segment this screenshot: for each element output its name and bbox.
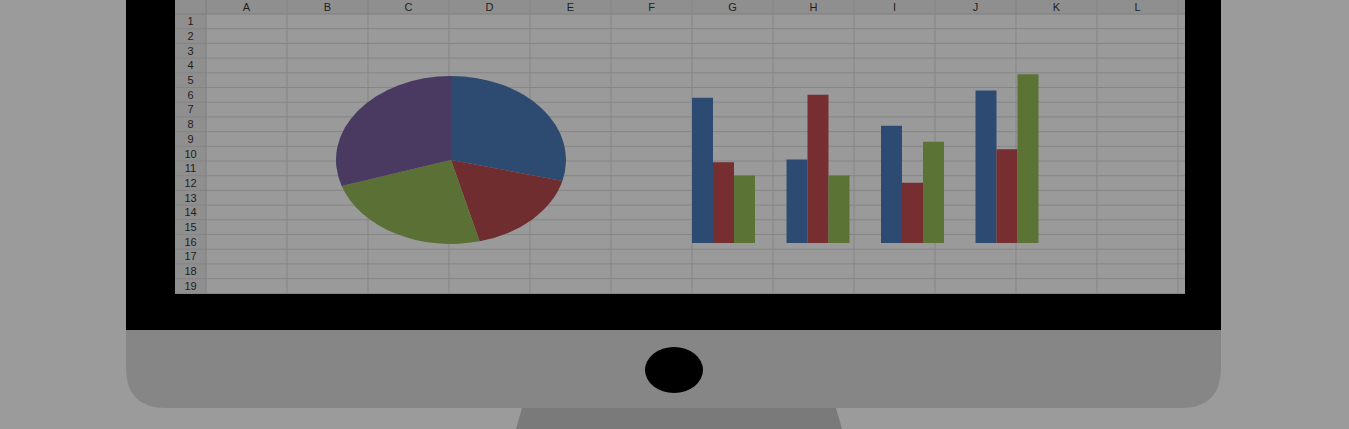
svg-text:13: 13	[184, 192, 196, 204]
svg-text:19: 19	[184, 280, 196, 292]
svg-text:4: 4	[187, 59, 193, 71]
svg-text:A: A	[243, 1, 251, 13]
svg-text:C: C	[405, 1, 413, 13]
svg-text:3: 3	[187, 45, 193, 57]
svg-text:18: 18	[184, 265, 196, 277]
svg-text:15: 15	[184, 221, 196, 233]
svg-text:12: 12	[184, 177, 196, 189]
svg-text:B: B	[324, 1, 331, 13]
svg-text:I: I	[893, 1, 896, 13]
svg-text:H: H	[810, 1, 818, 13]
svg-text:14: 14	[184, 206, 196, 218]
svg-text:10: 10	[184, 148, 196, 160]
svg-text:G: G	[728, 1, 737, 13]
svg-text:J: J	[973, 1, 979, 13]
svg-text:8: 8	[187, 118, 193, 130]
svg-text:5: 5	[187, 74, 193, 86]
svg-text:6: 6	[187, 89, 193, 101]
svg-text:7: 7	[187, 103, 193, 115]
svg-text:1: 1	[187, 15, 193, 27]
svg-text:11: 11	[185, 162, 196, 174]
svg-text:D: D	[486, 1, 494, 13]
svg-text:E: E	[567, 1, 574, 13]
svg-text:9: 9	[187, 133, 193, 145]
svg-text:17: 17	[184, 250, 196, 262]
svg-text:F: F	[648, 1, 655, 13]
svg-text:16: 16	[184, 236, 196, 248]
svg-text:L: L	[1134, 1, 1140, 13]
svg-text:2: 2	[187, 30, 193, 42]
svg-text:K: K	[1053, 1, 1061, 13]
